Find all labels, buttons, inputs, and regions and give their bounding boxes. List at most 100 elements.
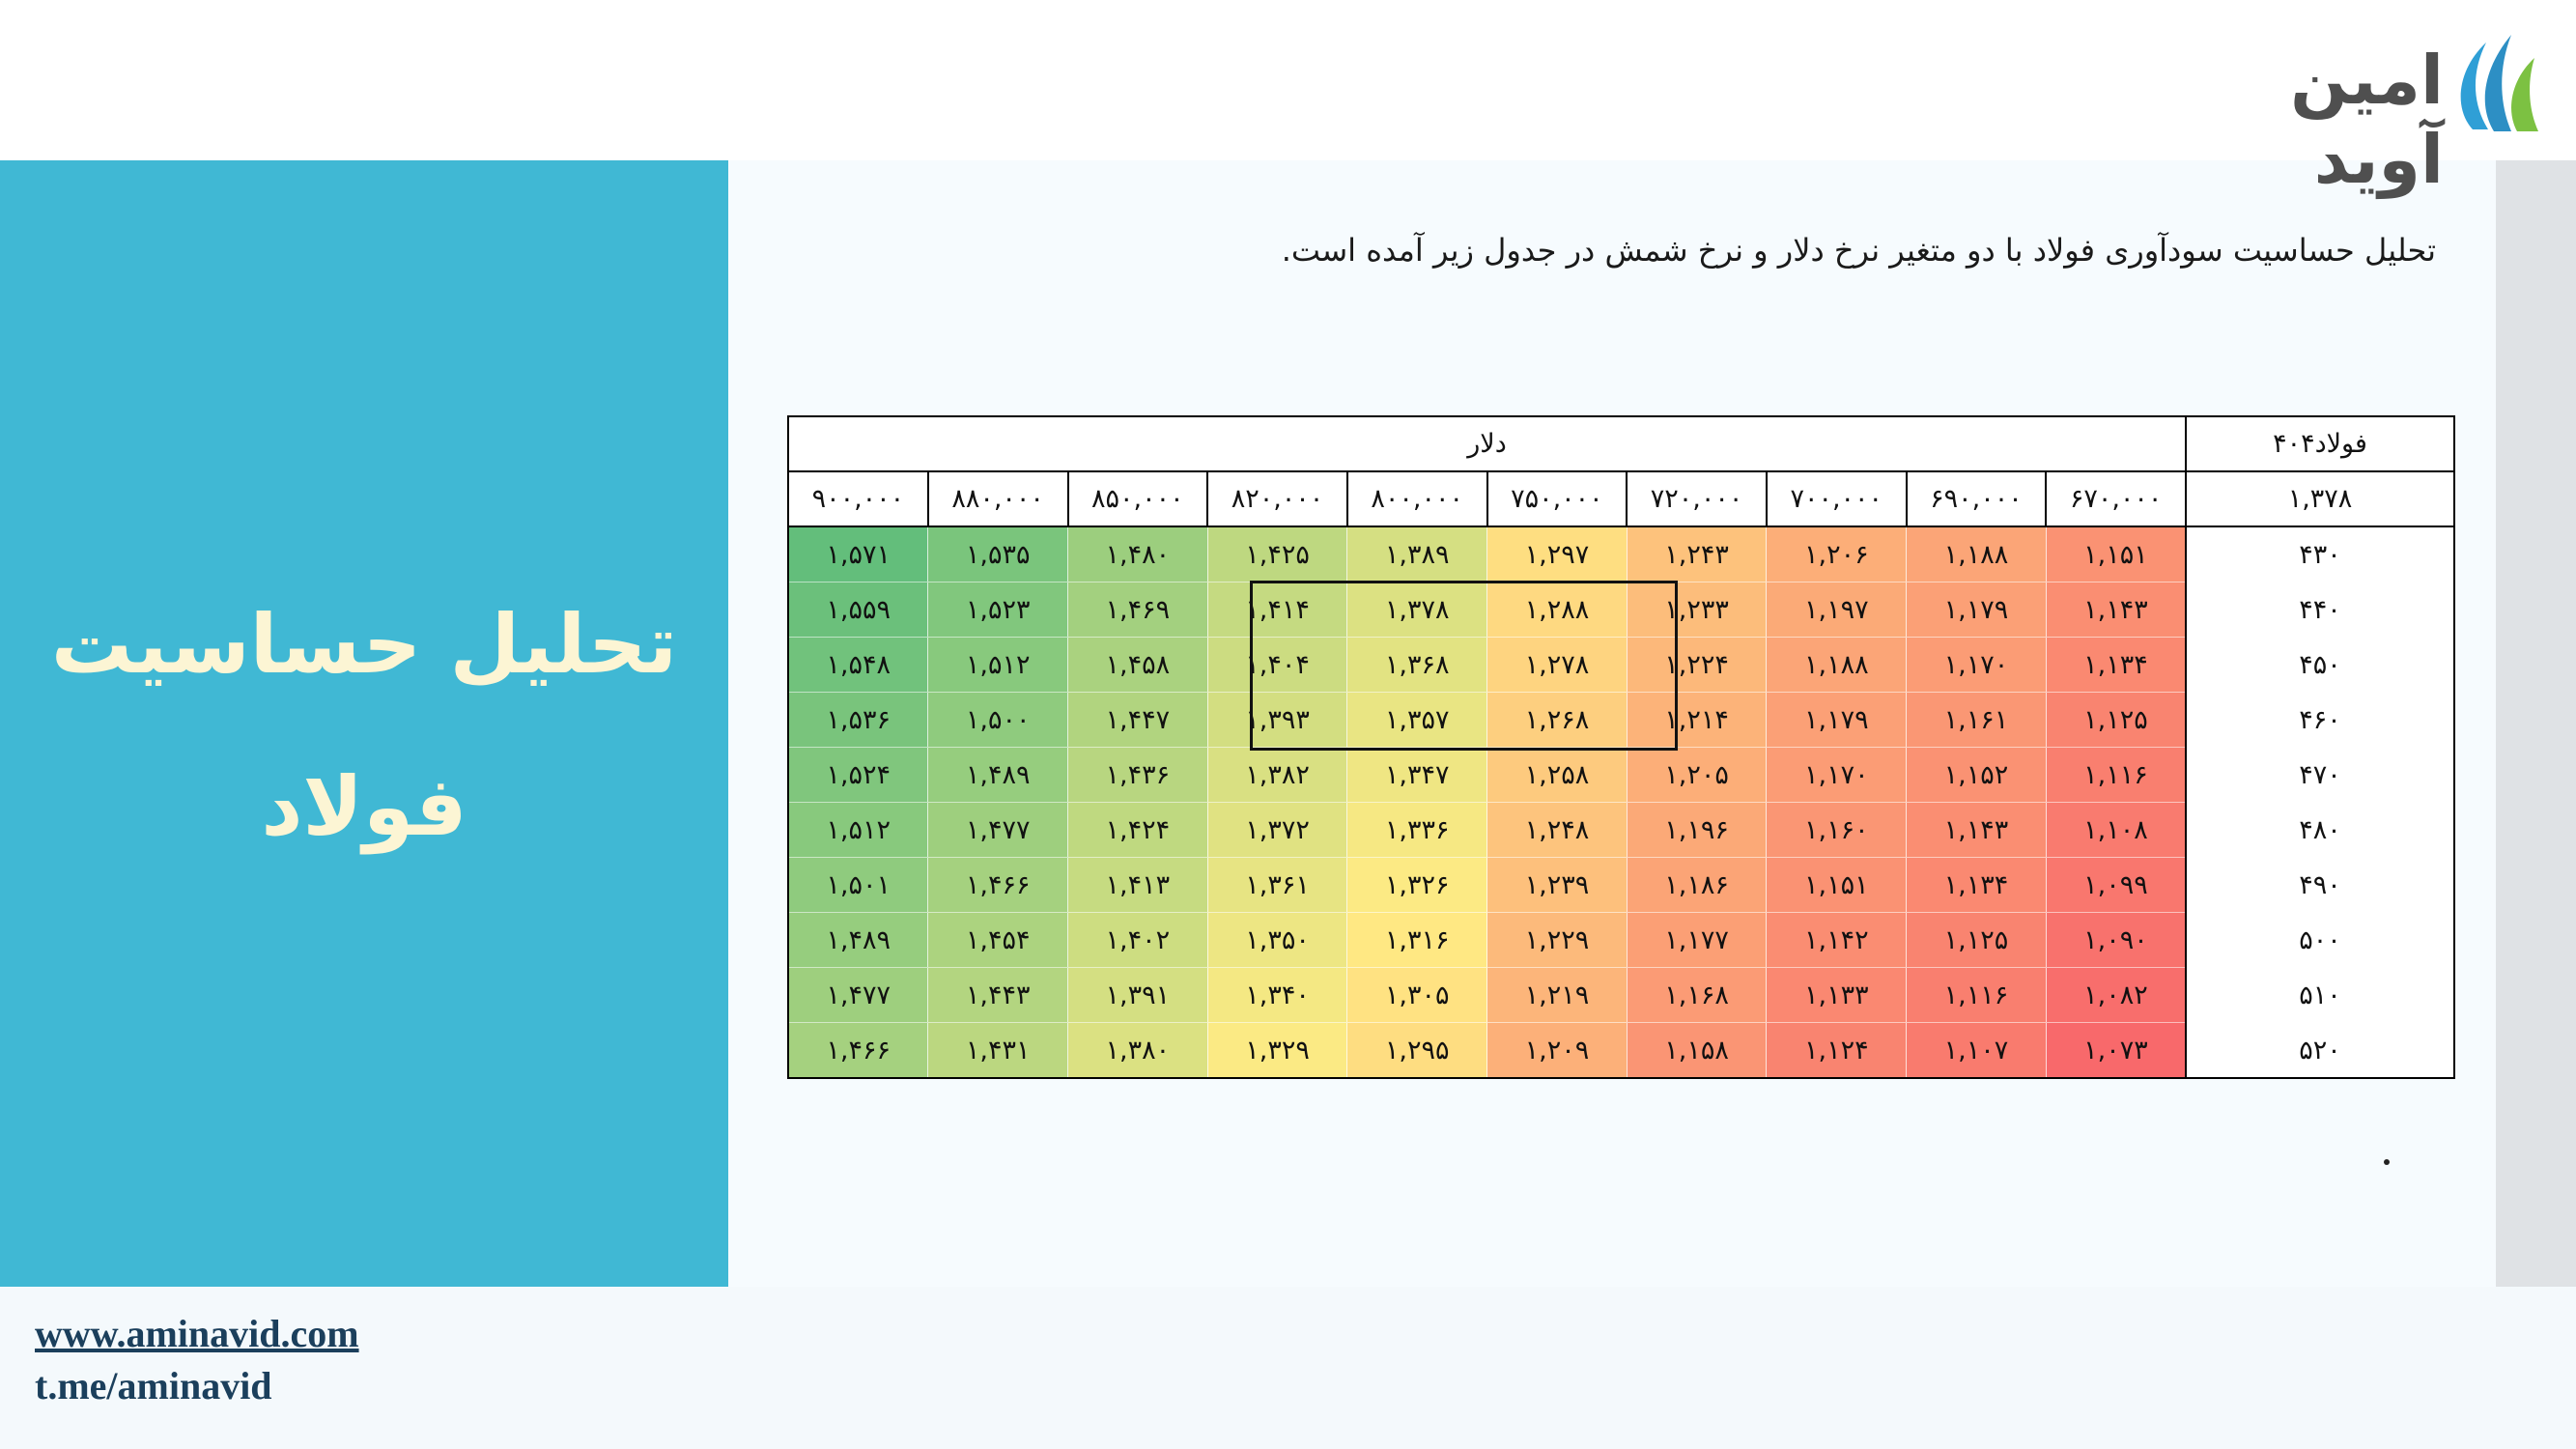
table-cell: ۱,۴۳۱ (927, 1022, 1068, 1079)
row-label: ۴۹۰ (2185, 857, 2455, 913)
table-cell: ۱,۳۲۹ (1207, 1022, 1348, 1079)
table-cell: ۱,۳۴۷ (1346, 747, 1488, 803)
table-cell: ۱,۲۰۵ (1627, 747, 1768, 803)
table-cell: ۱,۵۲۳ (927, 582, 1068, 638)
table-cell: ۱,۱۵۸ (1627, 1022, 1768, 1079)
table-row: ۴۵۰ ۱,۱۳۴ ۱,۱۷۰ ۱,۱۸۸ ۱,۲۲۴ ۱,۲۷۸ ۱,۳۶۸ ۱,۴۰۴ ۱,… (788, 637, 2455, 693)
table-cell: ۱,۴۶۹ (1067, 582, 1208, 638)
table-cell: ۱,۴۸۹ (927, 747, 1068, 803)
table-cell: ۱,۲۲۹ (1486, 912, 1628, 968)
table-cell: ۱,۵۳۶ (788, 692, 929, 748)
website-link[interactable]: www.aminavid.com (35, 1312, 359, 1355)
table-cell: ۱,۴۴۳ (927, 967, 1068, 1023)
table-cell: ۱,۱۶۸ (1627, 967, 1768, 1023)
table-cell: ۱,۵۴۸ (788, 637, 929, 693)
table-cell: ۱,۴۰۲ (1067, 912, 1208, 968)
table-cell: ۱,۴۸۹ (788, 912, 929, 968)
brand-logo[interactable]: امین آوید (2144, 21, 2550, 199)
table-cell: ۱,۱۷۹ (1766, 692, 1908, 748)
table-row: ۵۲۰ ۱,۰۷۳ ۱,۱۰۷ ۱,۱۲۴ ۱,۱۵۸ ۱,۲۰۹ ۱,۲۹۵ ۱,۳۲۹ ۱,… (788, 1022, 2455, 1079)
table-cell: ۱,۴۰۴ (1207, 637, 1348, 693)
table-cell: ۱,۱۷۹ (1906, 582, 2047, 638)
table-row: ۴۴۰ ۱,۱۴۳ ۱,۱۷۹ ۱,۱۹۷ ۱,۲۳۳ ۱,۲۸۸ ۱,۳۷۸ ۱,۴۱۴ ۱,… (788, 582, 2455, 638)
table-cell: ۱,۴۵۴ (927, 912, 1068, 968)
table-row: ۴۳۰ ۱,۱۵۱ ۱,۱۸۸ ۱,۲۰۶ ۱,۲۴۳ ۱,۲۹۷ ۱,۳۸۹ ۱,۴۲۵ ۱,… (788, 526, 2455, 582)
logo-text: امین آوید (2290, 41, 2444, 199)
column-header: ۷۵۰,۰۰۰ (1486, 470, 1628, 527)
table-cell: ۱,۳۸۹ (1346, 526, 1488, 582)
header-band (0, 0, 2576, 160)
table-cell: ۱,۲۹۷ (1486, 526, 1628, 582)
table-cell: ۱,۴۶۶ (788, 1022, 929, 1079)
column-header: ۷۰۰,۰۰۰ (1765, 470, 1908, 527)
table-cell: ۱,۱۸۶ (1627, 857, 1768, 913)
sidebar-panel (0, 160, 728, 1287)
table-cell: ۱,۴۵۸ (1067, 637, 1208, 693)
table-cell: ۱,۱۰۷ (1906, 1022, 2047, 1079)
table-cell: ۱,۳۳۶ (1346, 802, 1488, 858)
row-label: ۴۷۰ (2185, 747, 2455, 803)
table-cell: ۱,۲۳۳ (1627, 582, 1768, 638)
right-side-bar (2496, 160, 2576, 1287)
table-cell: ۱,۳۹۳ (1207, 692, 1348, 748)
table-cell: ۱,۱۷۰ (1766, 747, 1908, 803)
table-cell: ۱,۳۲۶ (1346, 857, 1488, 913)
table-cell: ۱,۲۹۵ (1346, 1022, 1488, 1079)
table-cell: ۱,۲۷۸ (1486, 637, 1628, 693)
table-row: ۴۸۰ ۱,۱۰۸ ۱,۱۴۳ ۱,۱۶۰ ۱,۱۹۶ ۱,۲۴۸ ۱,۳۳۶ ۱,۳۷۲ ۱,… (788, 802, 2455, 858)
table-cell: ۱,۳۱۶ (1346, 912, 1488, 968)
table-cell: ۱,۴۱۴ (1207, 582, 1348, 638)
table-cell: ۱,۳۶۸ (1346, 637, 1488, 693)
row-label: ۴۴۰ (2185, 582, 2455, 638)
intro-text: تحلیل حساسیت سودآوری فولاد با دو متغیر ن… (1281, 232, 2436, 269)
row-label: ۴۵۰ (2185, 637, 2455, 693)
sidebar-title-line1: تحلیل حساسیت (50, 597, 678, 692)
table-cell: ۱,۱۵۲ (1906, 747, 2047, 803)
table-cell: ۱,۴۳۶ (1067, 747, 1208, 803)
table-cell: ۱,۴۷۷ (788, 967, 929, 1023)
table-row: ۵۱۰ ۱,۰۸۲ ۱,۱۱۶ ۱,۱۳۳ ۱,۱۶۸ ۱,۲۱۹ ۱,۳۰۵ ۱,۳۴۰ ۱,… (788, 967, 2455, 1023)
column-header: ۸۸۰,۰۰۰ (926, 470, 1069, 527)
table-cell: ۱,۰۹۹ (2046, 857, 2187, 913)
table-cell: ۱,۰۸۲ (2046, 967, 2187, 1023)
table-row: ۴۷۰ ۱,۱۱۶ ۱,۱۵۲ ۱,۱۷۰ ۱,۲۰۵ ۱,۲۵۸ ۱,۳۴۷ ۱,۳۸۲ ۱,… (788, 747, 2455, 803)
table-cell: ۱,۴۲۵ (1207, 526, 1348, 582)
table-row: ۴۹۰ ۱,۰۹۹ ۱,۱۳۴ ۱,۱۵۱ ۱,۱۸۶ ۱,۲۳۹ ۱,۳۲۶ ۱,۳۶۱ ۱,… (788, 857, 2455, 913)
table-cell: ۱,۱۹۶ (1627, 802, 1768, 858)
table-cell: ۱,۲۴۳ (1627, 526, 1768, 582)
table-row: ۵۰۰ ۱,۰۹۰ ۱,۱۲۵ ۱,۱۴۲ ۱,۱۷۷ ۱,۲۲۹ ۱,۳۱۶ ۱,۳۵۰ ۱,… (788, 912, 2455, 968)
table-cell: ۱,۲۱۴ (1627, 692, 1768, 748)
column-header: ۸۵۰,۰۰۰ (1066, 470, 1209, 527)
column-header: ۸۲۰,۰۰۰ (1206, 470, 1348, 527)
table-cell: ۱,۳۹۱ (1067, 967, 1208, 1023)
table-cell: ۱,۳۴۰ (1207, 967, 1348, 1023)
row-label: ۵۲۰ (2185, 1022, 2455, 1079)
column-header: ۶۹۰,۰۰۰ (1905, 470, 2048, 527)
table-cell: ۱,۵۰۰ (927, 692, 1068, 748)
table-cell: ۱,۵۵۹ (788, 582, 929, 638)
table-cell: ۱,۰۷۳ (2046, 1022, 2187, 1079)
table-cell: ۱,۲۳۹ (1486, 857, 1628, 913)
sensitivity-table: فولاد۴۰۴ دلار ۱,۳۷۸ ۶۷۰,۰۰۰ ۶۹۰,۰۰۰ ۷۰۰,۰۰۰ ۷۲… (787, 415, 2455, 1079)
table-cell: ۱,۱۵۱ (2046, 526, 2187, 582)
table-cell: ۱,۱۸۸ (1906, 526, 2047, 582)
table-cell: ۱,۱۲۴ (1766, 1022, 1908, 1079)
column-header: ۹۰۰,۰۰۰ (787, 470, 929, 527)
table-cell: ۱,۱۲۵ (2046, 692, 2187, 748)
table-cell: ۱,۴۷۷ (927, 802, 1068, 858)
table-cell: ۱,۲۱۹ (1486, 967, 1628, 1023)
table-cell: ۱,۲۵۸ (1486, 747, 1628, 803)
dollar-header: دلار (787, 415, 2187, 472)
table-cell: ۱,۱۳۴ (1906, 857, 2047, 913)
table-cell: ۱,۵۰۱ (788, 857, 929, 913)
table-cell: ۱,۱۳۴ (2046, 637, 2187, 693)
table-cell: ۱,۴۴۷ (1067, 692, 1208, 748)
table-cell: ۱,۵۷۱ (788, 526, 929, 582)
table-cell: ۱,۲۰۹ (1486, 1022, 1628, 1079)
table-cell: ۱,۲۸۸ (1486, 582, 1628, 638)
table-cell: ۱,۱۲۵ (1906, 912, 2047, 968)
telegram-link[interactable]: t.me/aminavid (35, 1364, 272, 1407)
table-cell: ۱,۳۷۸ (1346, 582, 1488, 638)
table-cell: ۱,۲۲۴ (1627, 637, 1768, 693)
row-label: ۴۳۰ (2185, 526, 2455, 582)
